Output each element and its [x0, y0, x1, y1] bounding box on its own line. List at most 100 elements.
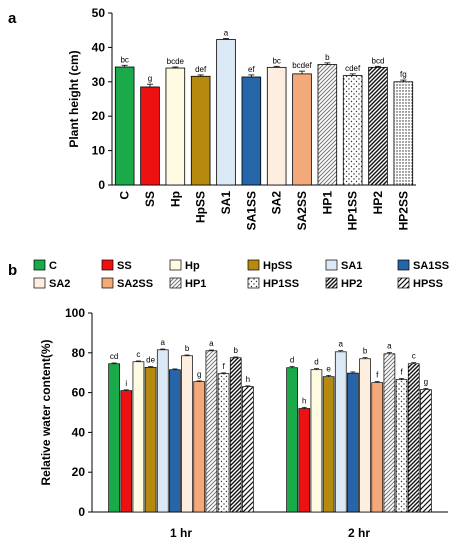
legend-swatch-hp1 [169, 277, 182, 289]
x-tick-label-hpss: HpSS [194, 191, 208, 223]
bar-sa1 [216, 39, 236, 186]
y-tick-label: 0 [98, 178, 105, 192]
letter-label-hp1ss-2-hr: f [400, 367, 403, 376]
bar-sa1-2-hr [334, 351, 347, 513]
chart-plant-height: 0 10 20 30 40 50 Plant height (cm) bc Cg SS bcde Hp… [67, 6, 416, 230]
letter-label-c-1-hr: cd [110, 352, 118, 361]
y-tick-label: 50 [92, 6, 106, 20]
bar-hp2 [368, 66, 388, 186]
legend-label-hp: Hp [185, 260, 200, 272]
bar-hpss-2-hr [322, 376, 335, 513]
letter-label-hp2-1-hr: b [234, 346, 239, 355]
legend-swatch-hpss [247, 259, 260, 271]
letter-label-hp: bcde [167, 57, 185, 66]
legend-label-hp1ss: HP1SS [263, 278, 299, 290]
y-tick-label: 20 [92, 109, 106, 123]
y-axis-label: Plant height (cm) [67, 50, 81, 147]
legend-swatch-hpss [397, 277, 410, 289]
x-tick-label-hp2: HP2 [371, 191, 385, 215]
letter-label-hp2: bcd [372, 56, 385, 65]
bar-c [114, 66, 135, 186]
bar-hp2ss [393, 81, 414, 186]
bar-hp-1-hr [132, 361, 145, 513]
y-tick-label: 80 [72, 346, 86, 360]
panel-label-b: b [8, 262, 18, 279]
bar-sa1ss-1-hr [169, 369, 181, 513]
letter-label-hp1-2-hr: a [387, 342, 392, 351]
bar-sa2ss-2-hr [371, 382, 384, 513]
y-tick-label: 40 [72, 425, 86, 439]
letter-label-sa2ss-2-hr: f [376, 370, 379, 379]
letter-label-hpss: def [195, 65, 207, 74]
bar-sa2-2-hr [359, 358, 371, 513]
bar-hp2-1-hr [229, 357, 242, 513]
y-tick-label: 30 [92, 75, 106, 89]
legend-swatch-c [33, 259, 46, 271]
bar-hp1ss-2-hr [395, 379, 408, 513]
y-tick-label: 10 [92, 144, 106, 158]
legend-swatch-sa2ss [101, 277, 114, 289]
letter-label-hpss-2-hr: e [326, 364, 331, 373]
legend-label-sa1ss: SA1SS [413, 260, 449, 272]
y-axis-label: Relative water content(%) [39, 339, 53, 485]
bar-hp1ss-1-hr [217, 373, 230, 513]
legend-label-hp1: HP1 [185, 278, 206, 290]
bar-sa2ss-1-hr [193, 381, 206, 513]
bar-ss [140, 86, 160, 186]
letter-label-hpss-1-hr: de [146, 356, 155, 365]
legend-swatch-hp [169, 259, 182, 271]
bar-hpss-2-hr [420, 389, 432, 513]
letter-label-sa1-2-hr: a [339, 340, 344, 349]
legend-label-hpss: HPSS [413, 278, 443, 290]
x-tick-label-sa1ss: SA1SS [244, 191, 258, 230]
bar-hp1-1-hr [205, 350, 218, 513]
bar-hp1 [317, 64, 338, 186]
chart-relative-water-content: C SS Hp HpSS SA1 SA1SS SA2 SA2SS HP1 HP1SS HP2 HPSS… [33, 259, 449, 540]
x-tick-label-sa2: SA2 [270, 191, 284, 215]
letter-label-hp-2-hr: d [314, 358, 318, 367]
bar-c-1-hr [108, 363, 120, 513]
legend-label-sa2ss: SA2SS [117, 278, 153, 290]
letter-label-ss: g [148, 74, 152, 83]
letter-label-sa2-1-hr: b [185, 344, 190, 353]
letter-label-sa2-2-hr: b [363, 347, 368, 356]
legend-label-sa1: SA1 [341, 260, 362, 272]
legend-swatch-sa2 [33, 277, 46, 289]
letter-label-ss-2-hr: h [302, 396, 306, 405]
letter-label-hp1ss-1-hr: f [222, 362, 225, 371]
bar-hp-2-hr [310, 369, 323, 513]
y-tick-label: 40 [92, 40, 106, 54]
bar-hp2-2-hr [407, 363, 420, 513]
x-tick-label-ss: SS [143, 191, 157, 207]
letter-label-hpss-1-hr: h [246, 375, 250, 384]
legend-label-c: C [49, 260, 57, 272]
bar-sa1-1-hr [156, 349, 169, 513]
panel-label-a: a [8, 10, 17, 27]
legend-label-hpss: HpSS [263, 260, 292, 272]
y-tick-label: 60 [72, 386, 86, 400]
letter-label-hpss-2-hr: g [424, 377, 428, 386]
bar-ss-1-hr [120, 390, 133, 513]
x-tick-label-2-hr: 2 hr [348, 526, 370, 540]
letter-label-sa2ss: bcdef [292, 61, 312, 70]
letter-label-c-2-hr: d [290, 356, 294, 365]
bar-hpss [190, 75, 211, 186]
bar-hp [165, 67, 186, 186]
bar-c-2-hr [286, 367, 298, 513]
bar-ss-2-hr [298, 408, 311, 513]
bar-sa2ss [292, 73, 312, 186]
legend-label-ss: SS [117, 260, 132, 272]
x-tick-label-hp2ss: HP2SS [396, 191, 410, 230]
legend-label-hp2: HP2 [341, 278, 362, 290]
x-tick-label-sa2ss: SA2SS [295, 191, 309, 230]
bar-hp1-2-hr [383, 353, 396, 513]
letter-label-sa1ss: ef [248, 65, 255, 74]
letter-label-sa2: bc [272, 56, 280, 65]
y-tick-label: 20 [72, 465, 86, 479]
legend-swatch-sa1 [325, 259, 338, 271]
letter-label-sa2ss-1-hr: g [197, 370, 201, 379]
y-tick-label: 0 [78, 505, 85, 519]
x-tick-label-c: C [118, 191, 132, 200]
letter-label-hp2-2-hr: c [412, 352, 416, 361]
bar-sa1ss [241, 76, 262, 186]
